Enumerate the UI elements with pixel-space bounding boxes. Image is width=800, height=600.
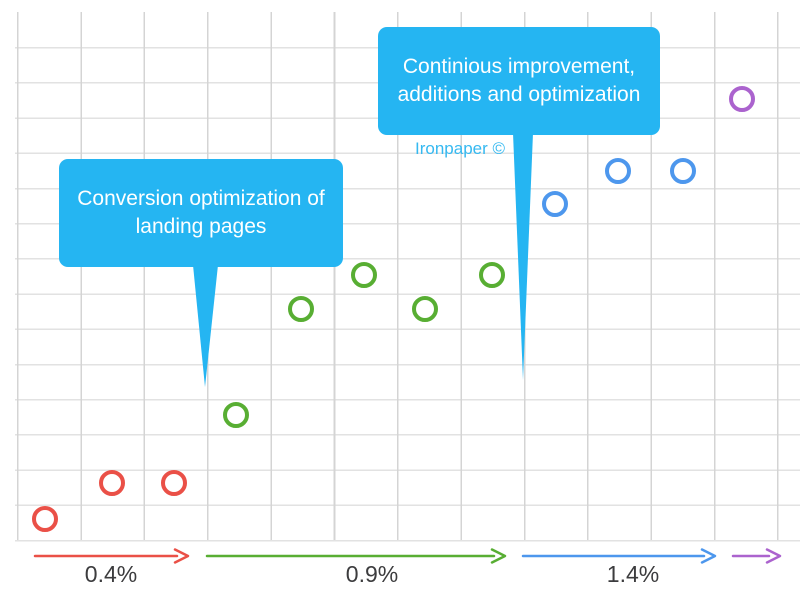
annotation-text-line: additions and optimization [397, 83, 641, 106]
phase-arrow-head [173, 548, 190, 564]
callout-pointer-tail [513, 133, 533, 380]
annotation-callout-continuous-improvement: Continious improvement, additions and op… [378, 27, 660, 135]
phase-rate-label: 1.4% [606, 561, 660, 587]
annotation-text-line: Continious improvement, [402, 55, 636, 78]
phase-arrow-head [490, 548, 507, 564]
phase-rate-label: 0.4% [84, 561, 138, 587]
callout-pointer-tail [193, 265, 218, 387]
phase-rate-label: 0.9% [345, 561, 399, 587]
annotation-text-line: landing pages [135, 215, 267, 238]
annotation-text-line: Conversion optimization of [77, 187, 325, 210]
watermark-text: Ironpaper © [415, 139, 506, 158]
phase-arrow-head [765, 548, 782, 564]
phase-arrow-head [700, 548, 717, 564]
annotation-callout-landing-pages: Conversion optimization of landing pages [59, 159, 343, 267]
